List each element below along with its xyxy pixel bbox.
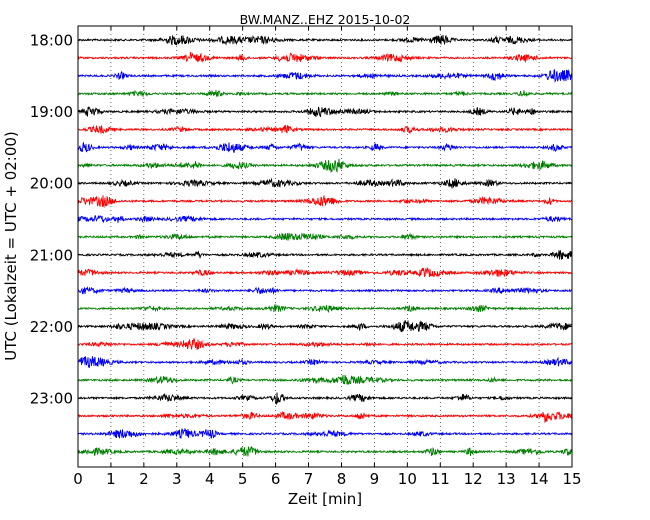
trace-line [77,356,573,368]
trace-line [77,446,573,457]
trace-line [77,214,573,224]
grid-lines [110,26,540,467]
trace-line [77,124,573,135]
trace-line [77,320,573,333]
x-tick-label: 3 [172,470,182,488]
trace-line [77,177,573,189]
seismic-traces [77,34,573,457]
x-tick-label: 15 [562,470,581,488]
trace-line [77,249,573,260]
trace-line [77,337,573,350]
x-tick-label: 8 [337,470,347,488]
trace-line [77,34,573,46]
trace-line [77,285,573,295]
trace-line [77,303,573,314]
x-tick-label: 11 [431,470,450,488]
x-tick-label: 14 [530,470,549,488]
y-tick-label: 19:00 [30,103,73,121]
plot-frame [77,25,573,468]
x-tick-label: 0 [73,470,83,488]
trace-line [77,69,573,83]
trace-line [77,392,573,406]
trace-line [77,232,573,241]
trace-line [77,374,573,385]
y-axis: 18:00 19:00 20:00 21:00 22:00 23:00 [30,32,572,408]
y-tick-label: 20:00 [30,175,73,193]
trace-line [77,89,573,98]
trace-line [77,427,573,439]
x-tick-label: 5 [238,470,248,488]
trace-line [77,410,573,424]
y-tick-label: 23:00 [30,390,73,408]
y-tick-label: 21:00 [30,246,73,264]
trace-line [77,141,573,153]
x-tick-label: 1 [106,470,116,488]
trace-line [77,52,573,64]
x-tick-label: 2 [139,470,149,488]
x-tick-label: 12 [464,470,483,488]
x-axis-label: Zeit [min] [288,490,362,508]
x-tick-label: 7 [304,470,314,488]
x-tick-label: 6 [271,470,281,488]
trace-line [77,158,573,174]
x-tick-label: 4 [205,470,215,488]
x-tick-label: 13 [497,470,516,488]
x-tick-label: 10 [398,470,417,488]
trace-line [77,106,573,118]
y-axis-label: UTC (Lokalzeit = UTC + 02:00) [2,131,20,361]
x-axis: 0 1 2 3 4 5 6 7 8 9 10 11 12 13 14 15 [73,26,582,488]
y-tick-label: 22:00 [30,318,73,336]
trace-line [77,267,573,278]
x-tick-label: 9 [370,470,380,488]
chart-title: BW.MANZ..EHZ 2015-10-02 [240,12,411,27]
trace-line [77,195,573,209]
y-tick-label: 18:00 [30,32,73,50]
